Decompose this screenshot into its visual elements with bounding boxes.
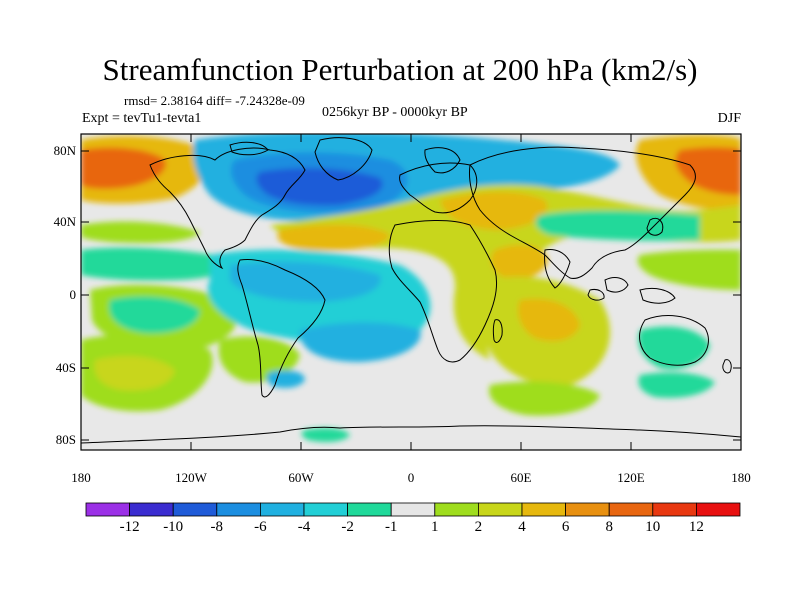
lat-label-40s: 40S — [55, 360, 76, 375]
contour-south-america-low-inner — [230, 261, 381, 302]
contour-east-pacific-low-inner — [109, 296, 200, 334]
colorbar-swatch — [390, 502, 436, 517]
coastline-scandinavia — [424, 147, 461, 174]
contour-east-pacific-high — [637, 249, 741, 290]
colorbar-label: 8 — [605, 519, 613, 535]
contour-pacific-subtropical-high — [81, 221, 200, 244]
contour-atlantic-subtropical-high — [277, 224, 390, 251]
lon-label-60w: 60W — [288, 470, 314, 485]
contour-subtropical-atlantic-low — [299, 322, 421, 362]
coastline-arctic-islands — [229, 141, 269, 156]
contour-mediterranean-high — [440, 191, 548, 230]
coastline-north-america — [149, 147, 306, 270]
coastline-australia — [639, 315, 709, 366]
lon-label-120w: 120W — [175, 470, 207, 485]
lat-label-80s: 80S — [55, 432, 76, 447]
coastline-new-zealand — [722, 359, 732, 374]
contour-antarctic-low — [301, 427, 350, 443]
coastline-greenland — [314, 137, 373, 181]
contour-australia-low — [638, 326, 710, 370]
colorbar-label: -6 — [254, 519, 267, 535]
lon-label-180w: 180 — [71, 470, 91, 485]
colorbar-swatch — [85, 502, 130, 517]
contour-indian-ocean-core — [518, 298, 580, 342]
lon-label-180e: 180 — [731, 470, 751, 485]
colorbar-label: 6 — [561, 519, 570, 535]
contour-drake-passage-low — [266, 370, 305, 388]
colorbar-swatch — [434, 502, 479, 517]
colorbar-swatch — [477, 502, 523, 517]
colorbar-swatch — [565, 502, 610, 517]
contour-west-pacific-low — [81, 247, 233, 281]
lat-label-40n: 40N — [53, 214, 76, 229]
contour-fields — [81, 134, 741, 443]
coastline-india — [544, 249, 571, 289]
colorbar-label: -2 — [341, 519, 354, 535]
colorbar-swatch — [129, 502, 174, 517]
coastline-asia — [469, 146, 696, 279]
colorbar-swatch — [216, 502, 261, 517]
colorbar-swatch — [652, 502, 697, 517]
colorbar-label: 1 — [431, 519, 439, 535]
colorbar-label: 4 — [518, 519, 526, 535]
colorbar-label: -1 — [384, 519, 398, 535]
colorbar-swatch — [608, 502, 654, 517]
colorbar-label: 12 — [688, 519, 704, 535]
colorbar-swatch — [259, 502, 305, 517]
coastline-south-america — [237, 259, 326, 398]
lon-label-60e: 60E — [510, 470, 532, 485]
contour-south-pacific-low — [638, 372, 715, 398]
coastline-sumatra — [587, 289, 605, 301]
colorbar-swatch — [347, 502, 392, 517]
lon-ticks — [80, 134, 742, 450]
coastline-new-guinea — [639, 287, 676, 304]
contour-arabian-high — [491, 244, 548, 280]
colorbar-label: -4 — [297, 519, 311, 535]
period-label: 0256kyr BP - 0000kyr BP — [322, 105, 468, 120]
contour-ne-core — [675, 147, 741, 195]
contour-central-asia-low — [535, 210, 700, 241]
lon-label-120e: 120E — [617, 470, 645, 485]
coastline-madagascar — [492, 319, 503, 343]
stats-text: rmsd= 2.38164 diff= -7.24328e-09 — [124, 93, 305, 108]
colorbar-label: -10 — [163, 519, 184, 535]
lat-ticks — [81, 150, 741, 441]
map-title: Streamfunction Perturbation at 200 hPa (… — [102, 52, 698, 87]
contour-south-pacific-high-core — [94, 355, 175, 391]
contour-south-indian-high — [489, 381, 600, 416]
coastline-antarctica — [81, 425, 741, 444]
colorbar-swatch — [521, 502, 566, 517]
coastline-japan — [646, 217, 664, 236]
colorbar-swatch — [303, 502, 348, 517]
colorbar — [85, 502, 741, 517]
colorbar-label: 2 — [474, 519, 483, 535]
colorbar-label: -8 — [210, 519, 224, 535]
experiment-label: Expt = tevTu1-tevta1 — [82, 111, 202, 126]
lon-label-0: 0 — [407, 470, 415, 485]
coastline-africa — [388, 219, 498, 363]
lat-label-80n: 80N — [53, 143, 76, 158]
contour-nw-pacific-core — [81, 147, 166, 189]
lat-label-eq: 0 — [69, 287, 77, 302]
coastlines — [81, 137, 741, 444]
colorbar-swatch — [696, 502, 741, 517]
contour-atlantic-low-core — [256, 168, 383, 206]
colorbar-label: -12 — [119, 519, 140, 535]
colorbar-swatch — [172, 502, 218, 517]
season-label: DJF — [717, 111, 741, 126]
colorbar-label: 10 — [645, 519, 661, 535]
coastline-borneo — [604, 277, 629, 293]
